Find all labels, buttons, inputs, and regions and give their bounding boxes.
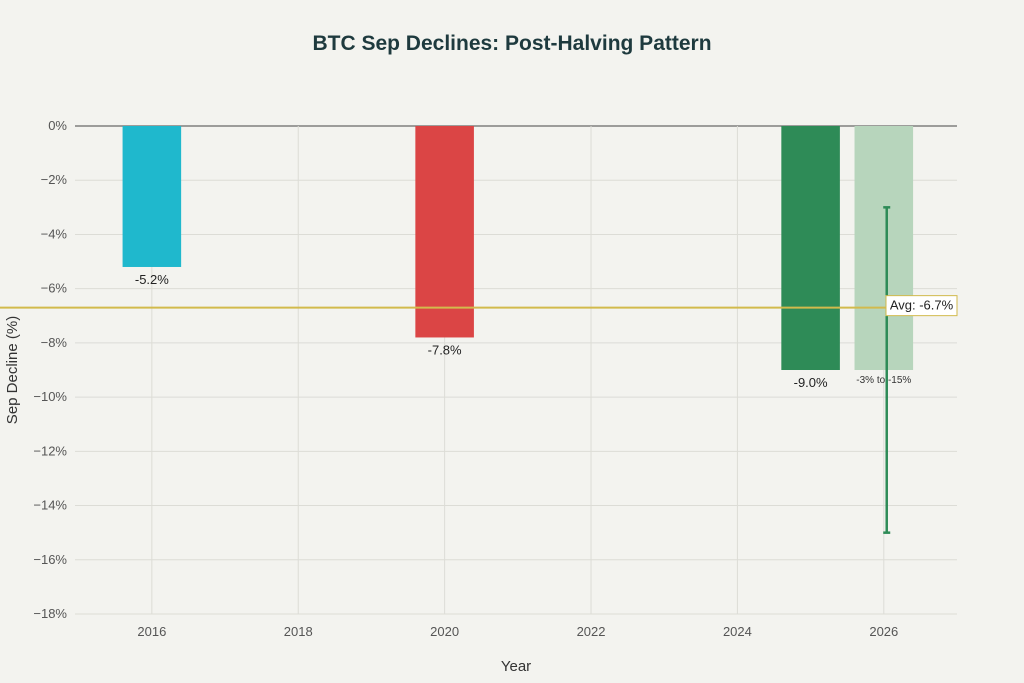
bar-layer xyxy=(122,126,914,370)
bar-data-label: -9.0% xyxy=(794,375,828,390)
y-tick-label: −18% xyxy=(33,606,67,621)
y-tick-label: 0% xyxy=(48,118,67,133)
x-tick-label: 2024 xyxy=(723,624,752,639)
chart-title: BTC Sep Declines: Post-Halving Pattern xyxy=(312,32,711,55)
y-tick-label: −8% xyxy=(41,335,68,350)
bar xyxy=(415,126,474,338)
x-tick-label: 2022 xyxy=(577,624,606,639)
y-tick-label: −4% xyxy=(41,226,68,241)
bar xyxy=(854,126,914,370)
label-layer: 0% −2% −4% −6% −8% −10% −12% −14% −16% −18% 2016 20… xyxy=(33,118,911,639)
average-label: Avg: -6.7% xyxy=(890,298,954,313)
overlay-layer: Avg: -6.7% xyxy=(0,206,958,534)
bar-data-label: -5.2% xyxy=(135,272,169,287)
y-tick-label: −14% xyxy=(33,498,67,513)
y-tick-label: −16% xyxy=(33,552,67,567)
y-tick-label: −2% xyxy=(41,172,68,187)
bar-data-label: -3% to -15% xyxy=(856,375,911,386)
bar-data-label: -7.8% xyxy=(428,342,462,357)
average-label-box xyxy=(885,295,958,317)
y-tick-label: −12% xyxy=(33,443,67,458)
bar xyxy=(781,126,840,370)
x-tick-label: 2026 xyxy=(869,624,898,639)
x-axis-title: Year xyxy=(501,658,531,675)
x-tick-label: 2016 xyxy=(137,624,166,639)
x-tick-label: 2020 xyxy=(430,624,459,639)
x-tick-label: 2018 xyxy=(284,624,313,639)
y-tick-label: −10% xyxy=(33,389,67,404)
y-tick-label: −6% xyxy=(41,281,68,296)
bar xyxy=(122,126,182,267)
y-axis-title: Sep Decline (%) xyxy=(4,316,21,424)
